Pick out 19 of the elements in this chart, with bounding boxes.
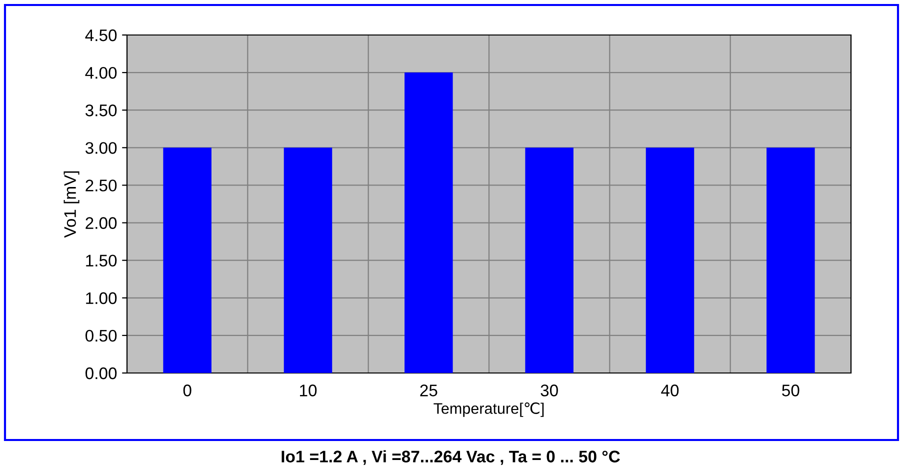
y-tick-label: 3.00 — [85, 142, 117, 154]
y-axis-title: Vo1 [mV] — [64, 171, 80, 238]
y-tick-label: 4.50 — [85, 29, 117, 42]
x-tick-label: 40 — [661, 384, 679, 396]
x-tick-label: 30 — [540, 384, 558, 396]
x-tick-label: 0 — [183, 384, 192, 396]
y-tick-label: 2.50 — [86, 180, 117, 192]
y-tick-label: 0.50 — [85, 330, 117, 342]
x-tick-label: 10 — [300, 384, 317, 396]
text: Io1 =1.2 A , Vi =87...264 Vac , Ta = 0 ... 50 °C — [282, 450, 620, 465]
y-tick-label: 1.50 — [86, 254, 117, 267]
x-tick-label: 25 — [420, 384, 438, 396]
y-tick-label: 3.50 — [85, 104, 117, 116]
y-tick-label: 0.00 — [85, 367, 117, 380]
y-tick-label: 2.00 — [86, 217, 117, 229]
x-axis-title: Temperature[℃] — [434, 402, 544, 417]
y-tick-label: 1.00 — [86, 292, 117, 304]
y-tick-label: 4.00 — [85, 66, 117, 79]
x-tick-label: 50 — [782, 384, 800, 396]
